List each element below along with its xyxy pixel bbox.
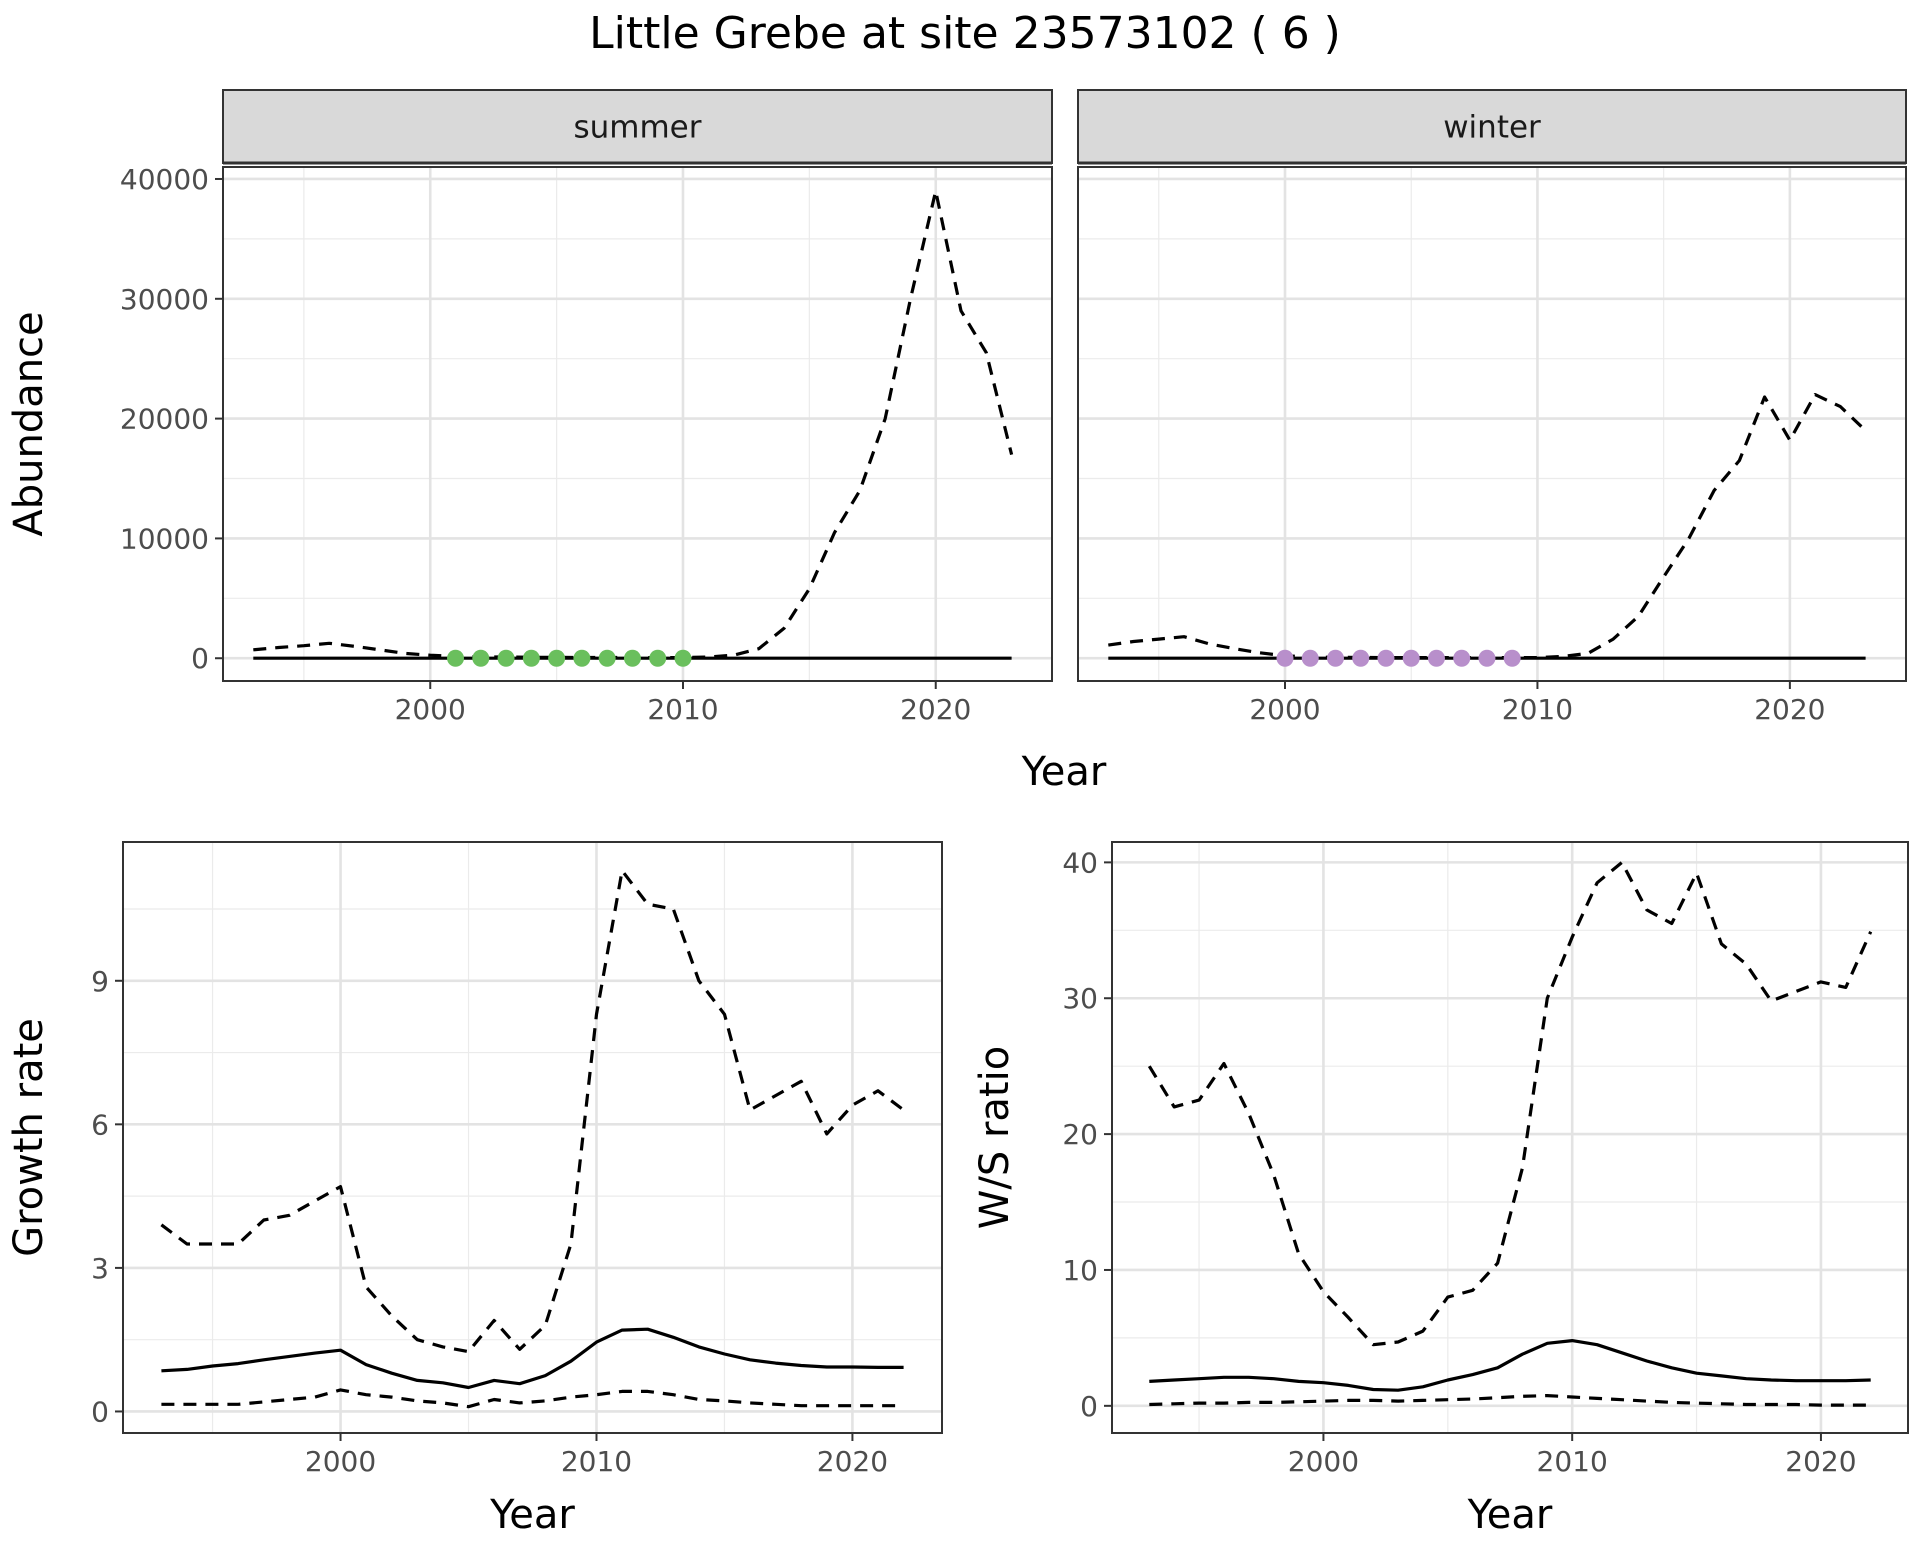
data-point: [649, 649, 667, 667]
data-point: [472, 649, 490, 667]
data-point: [497, 649, 515, 667]
facet-label: summer: [573, 110, 701, 146]
x-tick-label: 2000: [305, 1445, 376, 1478]
y-axis-title: W/S ratio: [972, 1046, 1018, 1229]
y-tick-label: 3: [91, 1252, 109, 1285]
y-tick-label: 20000: [120, 403, 209, 436]
x-tick-label: 2010: [1537, 1445, 1608, 1478]
data-point: [1503, 649, 1521, 667]
y-tick-label: 0: [91, 1395, 109, 1428]
facet-label: winter: [1443, 110, 1541, 146]
panel-border: [1111, 841, 1909, 1434]
plot-area: [123, 842, 942, 1433]
y-tick-label: 40: [1062, 846, 1098, 879]
y-tick-label: 6: [91, 1108, 109, 1141]
series-line-dashed-2: [161, 1388, 904, 1409]
x-tick-label: 2000: [1288, 1445, 1359, 1478]
y-tick-label: 0: [191, 642, 209, 675]
x-tick-label: 2010: [1502, 693, 1573, 726]
data-point: [522, 649, 540, 667]
plot-area: [1078, 167, 1906, 681]
panel-w-s-ratio: 2000 2010 2020 0 10 20 30 40 Year W/S ratio: [972, 841, 1909, 1538]
data-point: [1352, 649, 1370, 667]
series-line-dashed-0: [1147, 860, 1873, 1347]
x-tick-label: 2020: [1754, 693, 1825, 726]
panel-border: [1077, 166, 1907, 682]
data-point: [548, 649, 566, 667]
series-line-solid-1: [161, 1327, 904, 1390]
plot-area: [1112, 842, 1908, 1433]
x-axis-title-shared: Year: [1021, 749, 1107, 795]
x-tick-label: 2000: [1249, 693, 1320, 726]
y-tick-label: 30000: [120, 283, 209, 316]
panel-border: [122, 841, 943, 1434]
series-line-dashed-2: [1149, 1393, 1871, 1407]
y-tick-label: 10: [1062, 1254, 1098, 1287]
y-tick-label: 20: [1062, 1118, 1098, 1151]
data-point: [1276, 649, 1294, 667]
facet-strip: [222, 89, 1053, 164]
x-axis-title: Year: [1467, 1492, 1553, 1538]
facet-strip: [1077, 89, 1907, 164]
series-line-dashed-0: [160, 869, 905, 1354]
x-tick-label: 2010: [647, 693, 718, 726]
x-tick-label: 2020: [1785, 1445, 1856, 1478]
plot-area: [223, 167, 1052, 681]
data-point: [1453, 649, 1471, 667]
y-axis-title: Growth rate: [6, 1018, 52, 1257]
panel-summer: summer 2000 2010 2020 0 10000 20000 30000 40000: [120, 89, 1053, 726]
y-tick-label: 10000: [120, 522, 209, 555]
panel-winter: winter 2000 2010 2020: [1077, 89, 1907, 726]
y-tick-label: 9: [91, 965, 109, 998]
data-point: [623, 649, 641, 667]
data-point: [674, 649, 692, 667]
data-point: [1377, 649, 1395, 667]
data-point: [1478, 649, 1496, 667]
series-line-solid-1: [1149, 1338, 1871, 1392]
figure-title: Little Grebe at site 23573102 ( 6 ): [589, 8, 1341, 59]
y-tick-label: 0: [1080, 1390, 1098, 1423]
x-tick-label: 2020: [817, 1445, 888, 1478]
data-point: [447, 649, 465, 667]
data-point: [1427, 649, 1445, 667]
data-point: [573, 649, 591, 667]
data-point: [1326, 649, 1344, 667]
y-axis-title-shared: Abundance: [6, 311, 52, 536]
y-tick-label: 30: [1062, 982, 1098, 1015]
panel-border: [222, 166, 1053, 682]
panel-growth-rate: 2000 2010 2020 0 3 6 9 Year Growth rate: [6, 841, 943, 1538]
y-tick-label: 40000: [120, 163, 209, 196]
x-tick-label: 2020: [900, 693, 971, 726]
x-axis-title: Year: [489, 1492, 575, 1538]
x-tick-label: 2000: [395, 693, 466, 726]
x-tick-label: 2010: [561, 1445, 632, 1478]
data-point: [1402, 649, 1420, 667]
data-point: [598, 649, 616, 667]
data-point: [1301, 649, 1319, 667]
